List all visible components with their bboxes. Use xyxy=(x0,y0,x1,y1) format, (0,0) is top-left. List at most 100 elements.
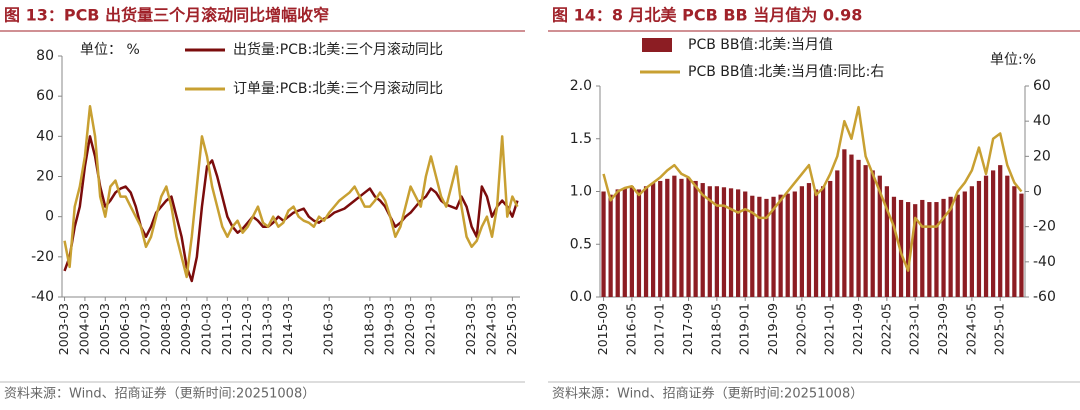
x-tick-label: 2020-05 xyxy=(793,303,808,355)
x-tick-label: 2006-03 xyxy=(117,303,132,355)
bar xyxy=(863,165,868,297)
bar xyxy=(707,186,712,297)
bar xyxy=(1005,175,1010,297)
bar xyxy=(636,189,642,297)
bar xyxy=(934,202,939,297)
x-tick-label: 2022-05 xyxy=(878,303,893,355)
x-tick-label: 2003-03 xyxy=(56,303,71,355)
x-tick-label: 2008-03 xyxy=(158,303,173,355)
bar xyxy=(849,154,854,297)
bar xyxy=(941,198,946,297)
x-tick-label: 2021-03 xyxy=(422,303,437,355)
y2-tick-label: 40 xyxy=(1033,113,1051,129)
y-tick-label: -40 xyxy=(31,289,54,305)
bar xyxy=(615,189,620,297)
y-tick-label: -20 xyxy=(31,249,54,265)
bar xyxy=(736,189,741,297)
bar xyxy=(998,165,1003,297)
x-tick-label: 2004-03 xyxy=(76,303,91,355)
x-tick-label: 2012-03 xyxy=(239,303,254,355)
x-tick-label: 2009-03 xyxy=(178,303,193,355)
x-tick-label: 2016-05 xyxy=(623,303,638,355)
legend-label: 订单量:PCB:北美:三个月滚动同比 xyxy=(233,80,443,97)
bar xyxy=(785,193,790,297)
bar xyxy=(976,180,982,297)
bar xyxy=(991,170,996,297)
x-tick-label: 2010-03 xyxy=(199,303,214,355)
unit-label: 单位:% xyxy=(990,52,1036,68)
bar xyxy=(821,186,826,297)
bar xyxy=(608,194,613,297)
bar xyxy=(792,191,797,297)
bar xyxy=(728,188,734,297)
x-tick-label: 2023-03 xyxy=(463,303,478,355)
bar xyxy=(601,191,606,297)
bar xyxy=(1012,186,1017,297)
y-tick-label: 0.5 xyxy=(570,236,592,252)
y-tick-label: 0 xyxy=(45,209,54,225)
bar xyxy=(983,175,989,297)
bar xyxy=(884,186,889,297)
x-tick-label: 2018-03 xyxy=(361,303,376,355)
bar xyxy=(714,186,719,297)
bar xyxy=(750,195,755,297)
bar xyxy=(629,186,634,297)
y-tick-label: 20 xyxy=(36,169,54,185)
x-tick-label: 2005-03 xyxy=(97,303,112,355)
bar xyxy=(806,183,812,297)
x-tick-label: 2021-09 xyxy=(850,303,865,355)
bar xyxy=(764,198,769,297)
bar xyxy=(835,170,840,297)
x-tick-label: 2025-01 xyxy=(992,303,1007,355)
bar xyxy=(913,204,918,297)
y2-tick-label: -20 xyxy=(1033,219,1056,235)
bar xyxy=(693,180,698,297)
x-tick-label: 2016-03 xyxy=(321,303,336,355)
x-tick-label: 2025-03 xyxy=(504,303,519,355)
x-tick-label: 2020-03 xyxy=(402,303,417,355)
bar xyxy=(877,175,882,297)
x-tick-label: 2015-09 xyxy=(595,303,610,355)
y2-tick-label: 0 xyxy=(1033,184,1042,200)
x-tick-label: 2023-01 xyxy=(907,303,922,355)
bar xyxy=(643,186,649,297)
bar xyxy=(969,186,974,297)
x-tick-label: 2021-01 xyxy=(822,303,837,355)
bar xyxy=(679,178,684,297)
bar xyxy=(870,170,875,297)
chart-title: 图 13：PCB 出货量三个月滚动同比增幅收窄 xyxy=(4,6,329,25)
bar xyxy=(700,183,705,297)
y2-tick-label: -40 xyxy=(1033,254,1056,270)
x-tick-label: 2007-03 xyxy=(137,303,152,355)
x-tick-label: 2017-09 xyxy=(680,303,695,355)
unit-label: 单位： % xyxy=(80,42,140,58)
legend-label: PCB BB值:北美:当月值:同比:右 xyxy=(688,64,884,80)
bar xyxy=(721,187,727,297)
bar xyxy=(757,196,762,297)
chart-title: 图 14：8 月北美 PCB BB 当月值为 0.98 xyxy=(552,6,862,25)
y-tick-label: 60 xyxy=(36,88,54,104)
x-tick-label: 2019-09 xyxy=(765,303,780,355)
bar xyxy=(927,202,932,297)
bar xyxy=(955,194,960,297)
line-series xyxy=(602,105,1023,272)
y-tick-label: 2.0 xyxy=(570,78,592,94)
y-tick-label: 40 xyxy=(36,128,54,144)
x-tick-label: 2018-05 xyxy=(708,303,723,355)
bar xyxy=(771,196,776,297)
bar xyxy=(828,180,833,297)
y-tick-label: 1.0 xyxy=(570,184,592,200)
x-tick-label: 2023-09 xyxy=(935,303,950,355)
bar xyxy=(622,188,627,297)
y-tick-label: 80 xyxy=(36,48,54,64)
x-tick-label: 2024-03 xyxy=(484,303,499,355)
x-tick-label: 2014-03 xyxy=(280,303,295,355)
y2-tick-label: 60 xyxy=(1033,78,1051,94)
x-tick-label: 2024-05 xyxy=(963,303,978,355)
bar xyxy=(665,178,670,297)
bar xyxy=(686,177,691,297)
bar xyxy=(651,183,656,297)
x-tick-label: 2013-03 xyxy=(260,303,275,355)
legend-swatch xyxy=(642,38,672,52)
